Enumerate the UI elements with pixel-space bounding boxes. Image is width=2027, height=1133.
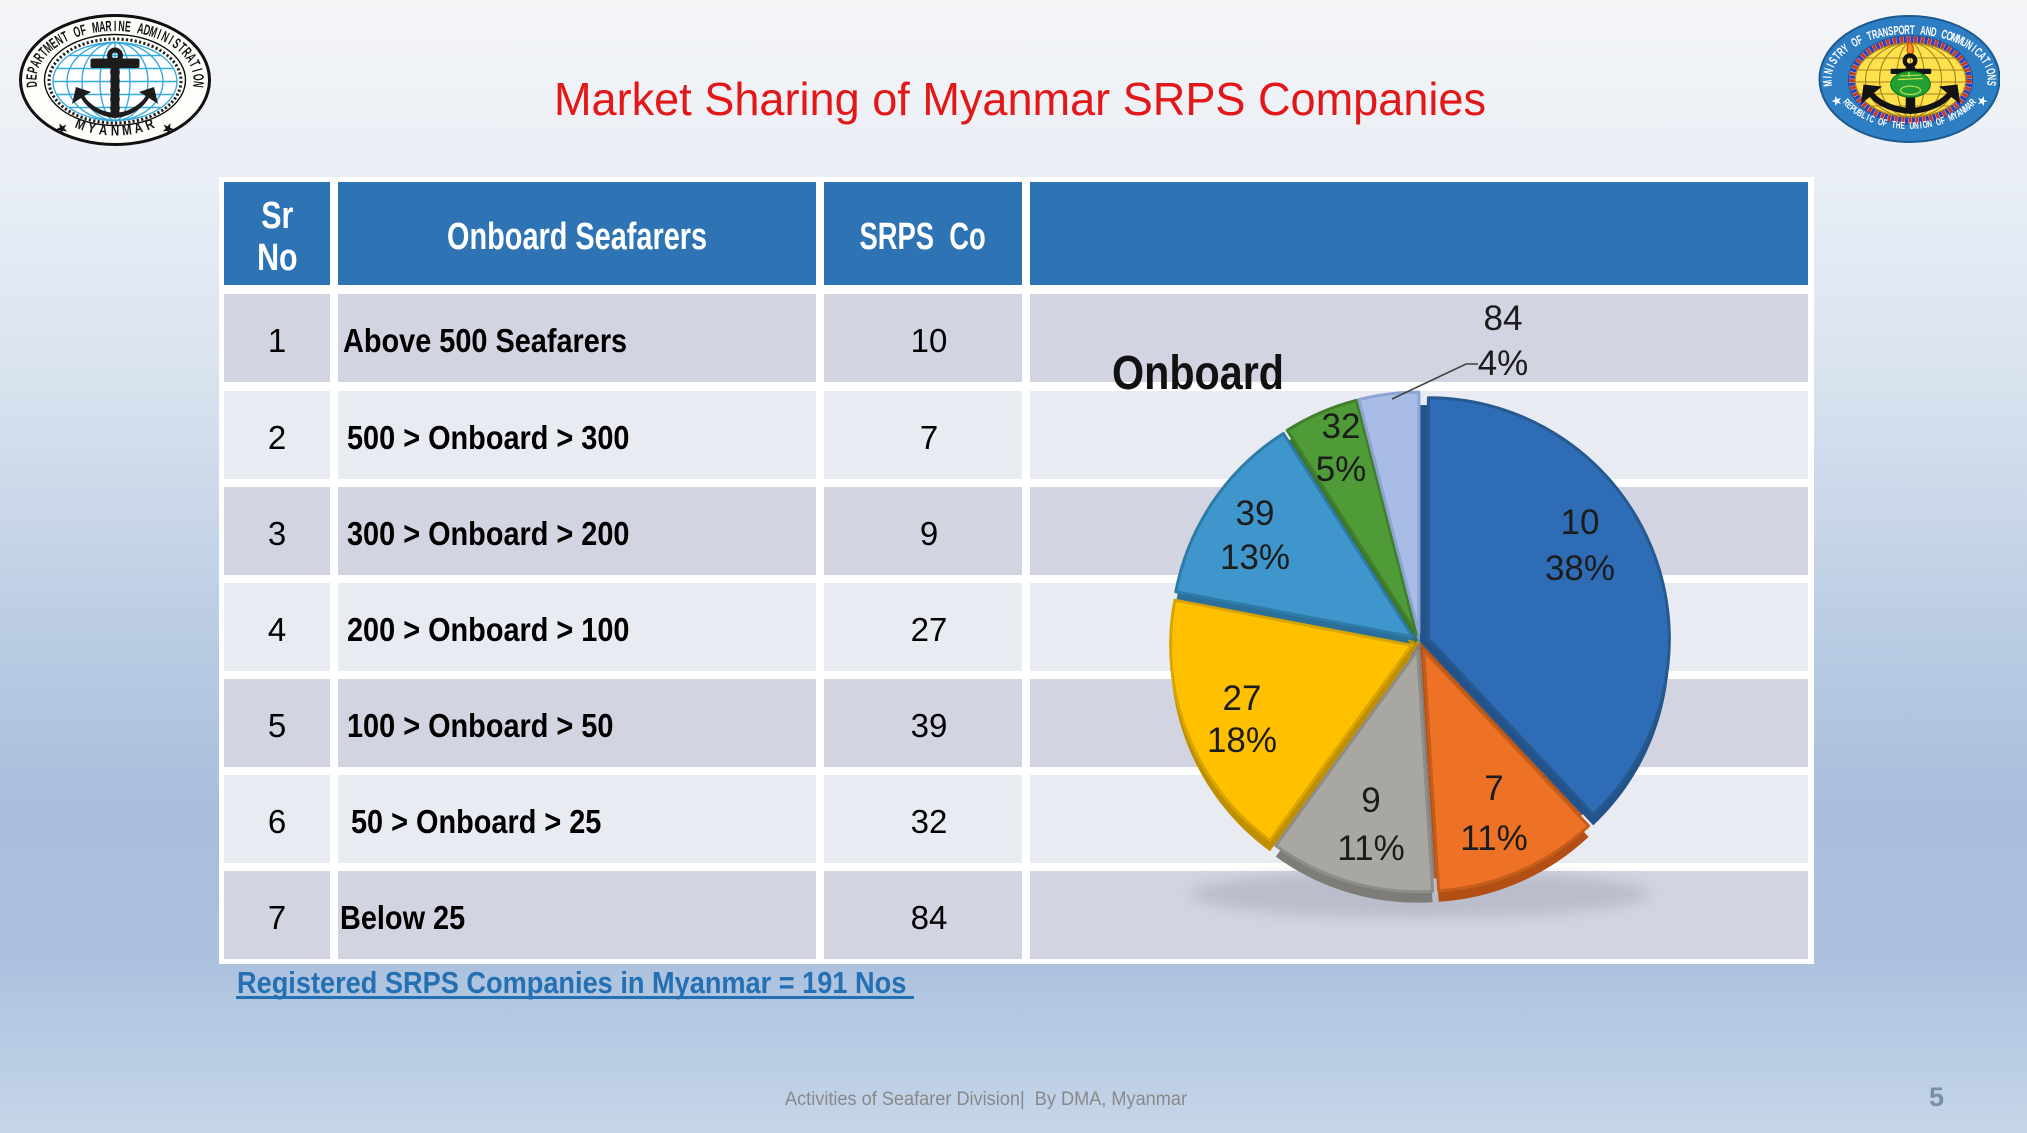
svg-text:★: ★ bbox=[1975, 92, 1991, 110]
svg-text:N: N bbox=[111, 122, 119, 139]
svg-text:F: F bbox=[1855, 34, 1865, 48]
svg-text:R: R bbox=[1871, 28, 1880, 42]
svg-text:O: O bbox=[1944, 30, 1954, 44]
svg-text:A: A bbox=[1876, 27, 1885, 41]
svg-text:F: F bbox=[1882, 116, 1889, 128]
svg-text:M: M bbox=[1946, 110, 1956, 123]
svg-text:R: R bbox=[1841, 96, 1853, 107]
svg-text:84: 84 bbox=[1484, 299, 1523, 338]
svg-text:R: R bbox=[1904, 24, 1910, 37]
svg-text:U: U bbox=[1958, 36, 1969, 50]
svg-text:T: T bbox=[1978, 56, 1992, 68]
svg-text:11%: 11% bbox=[1337, 829, 1404, 868]
svg-text:P: P bbox=[1893, 25, 1899, 39]
svg-text:U: U bbox=[1851, 104, 1862, 116]
svg-text:Y: Y bbox=[1950, 109, 1960, 122]
svg-text:9: 9 bbox=[1361, 781, 1380, 820]
svg-text:L: L bbox=[1860, 109, 1869, 121]
svg-text:S: S bbox=[1887, 25, 1894, 39]
svg-text:N: N bbox=[1914, 119, 1919, 131]
svg-text:T: T bbox=[1891, 118, 1897, 130]
svg-text:N: N bbox=[189, 80, 207, 88]
svg-text:I: I bbox=[188, 67, 205, 74]
svg-text:I: I bbox=[1825, 62, 1838, 70]
svg-text:C: C bbox=[1940, 28, 1949, 42]
svg-text:13%: 13% bbox=[1220, 538, 1290, 577]
svg-text:N: N bbox=[118, 18, 125, 35]
svg-text:F: F bbox=[1939, 114, 1947, 126]
svg-text:18%: 18% bbox=[1207, 721, 1277, 760]
svg-text:M: M bbox=[1822, 79, 1836, 87]
svg-text:R: R bbox=[1966, 96, 1978, 107]
svg-text:★: ★ bbox=[52, 118, 71, 139]
svg-text:O: O bbox=[1849, 36, 1861, 50]
svg-text:P: P bbox=[1848, 102, 1859, 114]
svg-text:P: P bbox=[24, 65, 42, 75]
svg-text:A: A bbox=[98, 18, 106, 36]
svg-text:S: S bbox=[1983, 80, 1997, 87]
svg-text:5%: 5% bbox=[1316, 450, 1367, 489]
svg-text:O: O bbox=[1877, 115, 1885, 128]
svg-text:38%: 38% bbox=[1545, 549, 1615, 588]
svg-text:N: N bbox=[1957, 104, 1968, 116]
svg-text:27: 27 bbox=[1223, 679, 1262, 718]
svg-text:D: D bbox=[1930, 26, 1938, 40]
svg-text:M: M bbox=[121, 121, 133, 139]
svg-text:A: A bbox=[136, 20, 146, 38]
svg-text:I: I bbox=[114, 18, 116, 35]
svg-text:D: D bbox=[142, 21, 153, 39]
svg-text:★: ★ bbox=[1829, 92, 1845, 110]
svg-text:C: C bbox=[1868, 112, 1877, 125]
svg-text:I: I bbox=[166, 32, 177, 48]
svg-text:D: D bbox=[23, 80, 41, 88]
svg-text:T: T bbox=[1910, 24, 1915, 37]
svg-text:N: N bbox=[1963, 39, 1975, 53]
svg-text:B: B bbox=[1855, 107, 1865, 120]
svg-text:I: I bbox=[155, 26, 164, 43]
svg-text:39: 39 bbox=[1236, 494, 1275, 533]
svg-text:I: I bbox=[1822, 76, 1835, 79]
svg-text:U: U bbox=[1909, 120, 1914, 132]
svg-text:N: N bbox=[1925, 25, 1932, 39]
svg-text:M: M bbox=[1949, 32, 1960, 47]
svg-text:H: H bbox=[1895, 119, 1901, 131]
svg-text:32: 32 bbox=[1322, 407, 1361, 446]
svg-text:I: I bbox=[1968, 43, 1978, 55]
svg-text:E: E bbox=[1844, 99, 1855, 111]
svg-text:A: A bbox=[1954, 107, 1964, 120]
svg-text:E: E bbox=[23, 74, 41, 81]
svg-text:S: S bbox=[1827, 55, 1841, 67]
svg-text:I: I bbox=[1981, 62, 1994, 70]
svg-text:O: O bbox=[1898, 24, 1905, 38]
svg-text:A: A bbox=[1964, 99, 1976, 111]
svg-text:Y: Y bbox=[86, 119, 98, 137]
svg-text:M: M bbox=[1954, 34, 1965, 49]
svg-text:N: N bbox=[1926, 117, 1933, 129]
svg-text:E: E bbox=[124, 18, 131, 36]
svg-text:I: I bbox=[1865, 111, 1872, 123]
svg-text:4%: 4% bbox=[1478, 344, 1529, 383]
svg-text:O: O bbox=[1934, 115, 1942, 128]
svg-text:A: A bbox=[98, 121, 109, 138]
svg-text:M: M bbox=[1960, 102, 1972, 115]
svg-text:I: I bbox=[1919, 119, 1922, 131]
svg-text:R: R bbox=[105, 18, 112, 35]
svg-text:N: N bbox=[1984, 74, 1998, 80]
svg-text:O: O bbox=[189, 73, 207, 81]
svg-text:11%: 11% bbox=[1460, 819, 1527, 858]
svg-text:O: O bbox=[1982, 67, 1996, 76]
svg-text:7: 7 bbox=[1484, 769, 1503, 808]
svg-text:E: E bbox=[1900, 119, 1905, 131]
svg-text:F: F bbox=[78, 21, 88, 39]
svg-text:A: A bbox=[1919, 25, 1926, 39]
svg-text:T: T bbox=[1866, 30, 1875, 44]
svg-text:10: 10 bbox=[1561, 503, 1600, 542]
svg-text:N: N bbox=[1822, 67, 1836, 76]
svg-text:★: ★ bbox=[158, 118, 177, 139]
svg-text:M: M bbox=[91, 19, 101, 37]
svg-text:O: O bbox=[1922, 118, 1929, 130]
svg-text:N: N bbox=[1882, 26, 1890, 40]
